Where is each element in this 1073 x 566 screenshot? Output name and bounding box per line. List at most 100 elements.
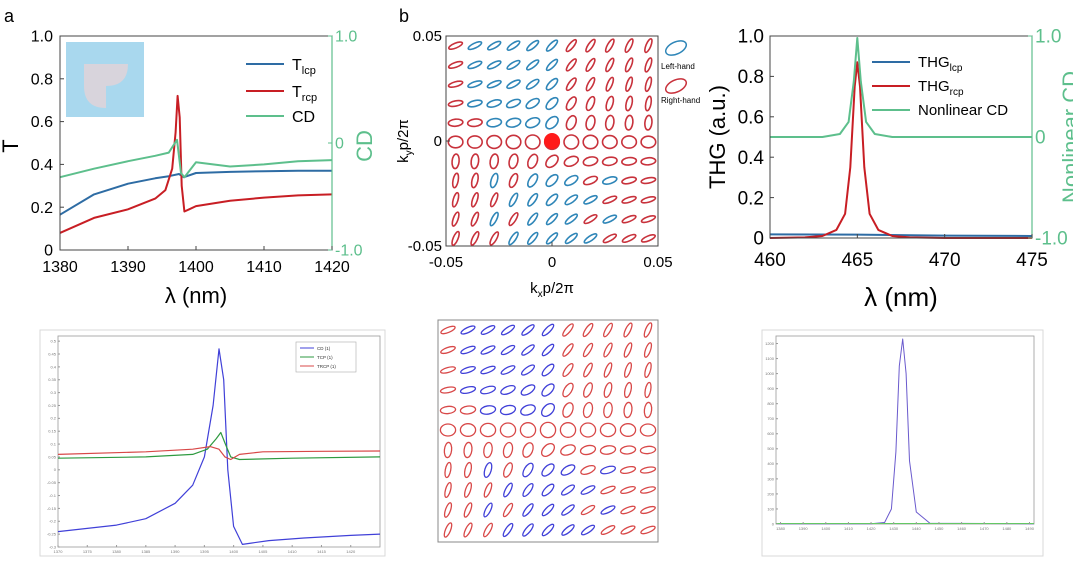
left-hand-ellipse — [500, 385, 516, 395]
x-tick-label: 1400 — [821, 526, 831, 531]
left-hand-ellipse — [541, 323, 555, 337]
y-tick-label: 1.0 — [738, 27, 764, 48]
right-hand-ellipse — [602, 233, 618, 244]
thg-x-label: λ (nm) — [864, 282, 938, 312]
right-hand-ellipse — [601, 134, 618, 150]
right-hand-ellipse — [640, 234, 657, 243]
left-hand-ellipse — [580, 485, 596, 495]
left-hand-ellipse — [466, 99, 483, 108]
polarization-y-label: kyp/2π — [395, 119, 415, 163]
right-hand-ellipse — [640, 176, 657, 185]
x-tick-label: 1385 — [141, 549, 151, 554]
left-hand-ellipse — [580, 524, 596, 536]
y-tick-label: 0.4 — [738, 148, 765, 169]
left-hand-ellipse — [480, 385, 496, 395]
right-hand-ellipse — [644, 37, 653, 54]
right-hand-ellipse — [565, 77, 577, 92]
sim-legend-label-3: TRCP (1) — [317, 364, 336, 369]
left-hand-ellipse — [503, 482, 513, 498]
left-hand-ellipse — [459, 385, 477, 395]
right-hand-ellipse — [643, 342, 653, 358]
right-hand-ellipse — [580, 504, 596, 516]
right-hand-ellipse — [600, 485, 616, 495]
x-tick-label: 460 — [754, 250, 786, 271]
sim-transmission-chart: 1370 1375 1380 1385 1390 1395 1400 1405 1410 1415… — [39, 329, 386, 557]
left-hand-ellipse — [527, 212, 539, 226]
polarization-legend: Left-hand Right-hand — [661, 40, 700, 105]
right-hand-ellipse — [565, 38, 578, 53]
left-hand-ellipse — [545, 96, 559, 111]
x-tick-label: 1395 — [200, 549, 210, 554]
y-tick-label: 700 — [767, 416, 774, 421]
right-hand-ellipse — [483, 482, 493, 498]
right-hand-ellipse — [620, 525, 636, 535]
left-hand-ellipse — [541, 383, 555, 397]
y-tick-label: 0.35 — [48, 377, 57, 382]
right-hand-ellipse — [463, 522, 473, 538]
right-hand-ellipse — [644, 114, 653, 131]
left-hand-ellipse — [508, 192, 519, 208]
right-hand-ellipse — [640, 525, 656, 535]
left-hand-ellipse — [522, 462, 534, 478]
sim-thg-y-ticks: 0 100 200 300 400 500 600 700 800 900 1000 1100 1200 — [765, 341, 778, 526]
thg-y-ticks: 0 0.2 0.4 0.6 0.8 1.0 — [738, 27, 774, 250]
transmission-chart: 1380 1390 1400 1410 1420 0 0.2 0.4 0.6 0.8 1.0 -1… — [0, 29, 377, 308]
left-hand-ellipse — [561, 504, 575, 516]
right-hand-ellipse — [470, 192, 479, 208]
sim-legend-label-1: CD (1) — [317, 346, 331, 351]
x-tick-label: 1415 — [317, 549, 327, 554]
right-hand-ellipse — [623, 342, 633, 358]
left-hand-ellipse — [601, 176, 618, 185]
y-tick-label: 0.4 — [50, 364, 56, 369]
right-hand-ellipse — [644, 95, 653, 112]
right-hand-ellipse — [451, 191, 460, 208]
right-hand-ellipse — [466, 118, 483, 128]
right-hand-ellipse — [621, 233, 637, 244]
right-hand-ellipse — [585, 114, 596, 131]
y-tick-label: 600 — [767, 431, 774, 436]
x-tick-label: 1410 — [246, 259, 282, 276]
legend-label-nonlinear-cd: Nonlinear CD — [918, 102, 1008, 119]
left-hand-ellipse — [545, 173, 559, 188]
right-hand-ellipse — [580, 465, 596, 475]
right-hand-ellipse — [644, 361, 652, 379]
left-hand-ellipse — [508, 231, 519, 246]
right-hand-ellipse — [619, 445, 637, 455]
y-tick-label: 0.2 — [31, 200, 53, 217]
sim-thg-plot-area — [776, 338, 1035, 525]
right-hand-ellipse — [625, 95, 634, 112]
transmission-legend: Tlcp Trcp CD — [246, 57, 317, 126]
left-hand-ellipse — [522, 503, 534, 517]
left-hand-ellipse — [541, 523, 555, 537]
series-line-cd — [59, 138, 333, 179]
left-hand-ellipse — [520, 364, 536, 376]
y-tick-label: 0.4 — [31, 157, 53, 174]
left-hand-ellipse — [525, 78, 540, 90]
right-hand-ellipse — [624, 114, 634, 131]
y-tick-label: 500 — [767, 446, 774, 451]
sim-legend-label-2: TCP (1) — [317, 355, 333, 360]
x-tick-label: 1430 — [889, 526, 899, 531]
right-hand-ellipse — [470, 230, 480, 246]
right-hand-ellipse — [459, 405, 477, 415]
series-line-cd-1- — [57, 348, 381, 546]
left-hand-ellipse — [506, 40, 521, 51]
right-hand-ellipse — [526, 153, 539, 170]
left-hand-ellipse — [500, 365, 516, 375]
right-hand-ellipse — [483, 522, 493, 538]
series-line-thg-lcp — [769, 233, 1033, 237]
right-hand-ellipse — [579, 444, 597, 456]
right-tick-label: -1.0 — [1035, 229, 1068, 250]
x-tick-label: 1450 — [934, 526, 944, 531]
y-tick-label: 400 — [767, 461, 774, 466]
thg-y-label: THG (a.u.) — [705, 85, 730, 189]
left-hand-ellipse — [486, 117, 503, 128]
left-hand-ellipse — [486, 79, 502, 89]
y-tick-label: 300 — [767, 476, 774, 481]
y-tick-label: -0.3 — [49, 544, 57, 549]
right-hand-ellipse — [466, 135, 484, 149]
x-tick-label: 1400 — [229, 549, 239, 554]
thg-right-ticks: -1.0 0 1.0 — [1028, 27, 1068, 250]
x-tick-label: 1380 — [776, 526, 786, 531]
right-hand-ellipse — [603, 322, 613, 338]
